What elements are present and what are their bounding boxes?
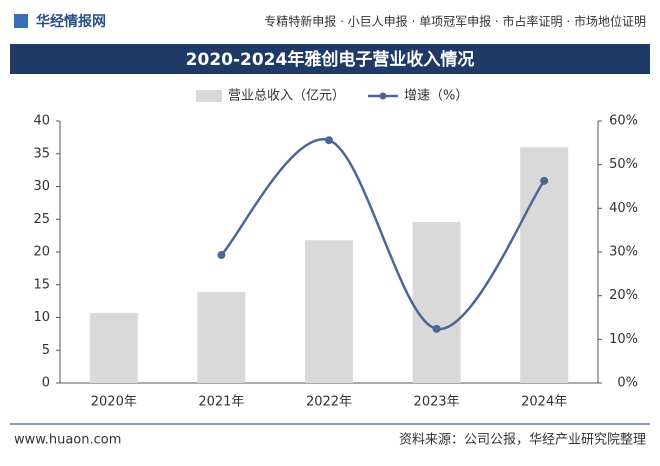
x-tick-label: 2022年 <box>306 395 352 410</box>
y-tick-label: 30 <box>33 179 50 194</box>
y-tick-label: 20 <box>33 245 50 260</box>
bar <box>89 312 138 383</box>
x-tick-label: 2020年 <box>91 395 137 410</box>
y-tick-label: 10 <box>33 310 50 325</box>
y2-tick-label: 10% <box>609 332 638 347</box>
y2-tick-label: 0% <box>617 376 638 391</box>
line-point <box>325 136 333 145</box>
y2-tick-label: 50% <box>609 157 638 172</box>
legend-label: 增速（%） <box>404 89 468 104</box>
y-tick-label: 5 <box>42 343 50 358</box>
legend-label: 营业总收入（亿元） <box>228 89 345 104</box>
x-tick-label: 2021年 <box>198 395 244 410</box>
legend-swatch <box>379 92 387 100</box>
x-tick-label: 2024年 <box>521 395 567 410</box>
footer-url: www.huaon.com <box>14 433 121 448</box>
logo-text: 华经情报网 <box>36 13 106 30</box>
legend-swatch <box>196 90 222 102</box>
title-banner <box>10 44 650 74</box>
line <box>220 138 546 331</box>
y-tick-label: 0 <box>42 376 50 391</box>
y2-tick-label: 40% <box>609 201 638 216</box>
y2-tick-label: 30% <box>609 245 638 260</box>
line-point <box>432 324 441 333</box>
y-tick-label: 25 <box>33 212 50 227</box>
y-tick-label: 35 <box>33 146 50 161</box>
bar <box>305 240 353 383</box>
line-point <box>540 176 549 185</box>
x-tick-label: 2023年 <box>414 395 460 410</box>
logo-icon <box>14 14 28 28</box>
bar <box>197 291 246 383</box>
services: 专精特新申报 · 小巨人申报 · 单项冠军申报 · 市占率证明 · 市场地位证明 <box>264 14 646 29</box>
bar <box>520 147 569 383</box>
y-tick-label: 40 <box>33 114 50 129</box>
y2-tick-label: 20% <box>609 288 638 303</box>
footer-source: 资料来源：公司公报，华经产业研究院整理 <box>399 433 646 448</box>
y2-tick-label: 60% <box>609 114 638 129</box>
line-point <box>217 251 226 260</box>
bar <box>412 221 461 383</box>
chart-title: 2020-2024年雅创电子营业收入情况 <box>186 49 475 70</box>
y-tick-label: 15 <box>33 277 50 292</box>
